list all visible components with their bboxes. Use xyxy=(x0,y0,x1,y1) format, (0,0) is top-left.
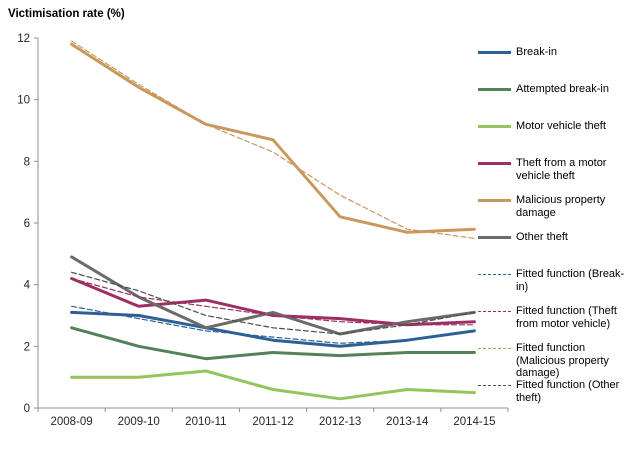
y-tick-label: 4 xyxy=(24,280,31,292)
legend-label-fitted-break-in: Fitted function (Break-in) xyxy=(516,268,625,293)
legend-item-fitted-break-in: Fitted function (Break-in) xyxy=(478,268,632,293)
legend-item-malicious-property-damage: Malicious property damage xyxy=(478,194,632,219)
x-tick-label: 2012-13 xyxy=(319,416,361,428)
line-attempted-break-in xyxy=(70,326,476,361)
legend-item-attempted-break-in: Attempted break-in xyxy=(478,83,632,96)
legend-item-fitted-theft-from-motor-vehicle: Fitted function (Theft from motor vehicl… xyxy=(478,305,632,330)
legend-item-motor-vehicle-theft: Motor vehicle theft xyxy=(478,120,632,133)
legend-item-fitted-other-theft: Fitted function (Other theft) xyxy=(478,379,632,404)
x-tick-label: 2014-15 xyxy=(453,416,495,428)
legend-label-malicious-property-damage: Malicious property damage xyxy=(516,194,606,219)
legend-swatch-attempted-break-in xyxy=(478,88,511,91)
legend-swatch-fitted-malicious-property-damage xyxy=(478,348,511,349)
y-tick-label: 6 xyxy=(24,218,30,230)
legend-label-other-theft: Other theft xyxy=(516,231,568,243)
legend-swatch-fitted-other-theft xyxy=(478,385,511,386)
legend-label-fitted-theft-from-motor-vehicle: Fitted function (Theft from motor vehicl… xyxy=(516,305,617,330)
line-fitted-theft-from-motor-vehicle xyxy=(70,277,475,326)
y-tick-label: 2 xyxy=(24,341,30,353)
legend-swatch-theft-from-motor-vehicle xyxy=(478,162,511,165)
y-tick-label: 0 xyxy=(24,403,30,415)
legend-swatch-fitted-break-in xyxy=(478,274,511,275)
line-motor-vehicle-theft xyxy=(70,369,476,401)
legend-swatch-fitted-theft-from-motor-vehicle xyxy=(478,311,511,312)
legend-swatch-malicious-property-damage xyxy=(478,199,511,202)
legend-item-fitted-malicious-property-damage: Fitted function (Malicious property dama… xyxy=(478,342,632,380)
legend-label-theft-from-motor-vehicle: Theft from a motor vehicle theft xyxy=(516,157,607,182)
legend-label-motor-vehicle-theft: Motor vehicle theft xyxy=(516,120,606,132)
legend-swatch-break-in xyxy=(478,51,511,54)
line-fitted-break-in xyxy=(70,305,475,344)
y-tick-label: 8 xyxy=(24,156,30,168)
x-tick-label: 2013-14 xyxy=(386,416,429,428)
legend-item-other-theft: Other theft xyxy=(478,231,632,244)
line-fitted-malicious-property-damage xyxy=(70,40,475,239)
y-tick-label: 10 xyxy=(17,95,30,107)
line-other-theft xyxy=(70,255,476,336)
x-tick-label: 2008-09 xyxy=(50,416,92,428)
chart-title: Victimisation rate (%) xyxy=(8,8,125,20)
y-tick-label: 12 xyxy=(17,33,30,45)
legend-label-break-in: Break-in xyxy=(516,46,557,58)
legend-label-attempted-break-in: Attempted break-in xyxy=(516,83,609,95)
legend-swatch-other-theft xyxy=(478,236,511,239)
line-theft-from-motor-vehicle xyxy=(70,277,476,327)
x-tick-label: 2010-11 xyxy=(185,416,226,428)
legend-swatch-motor-vehicle-theft xyxy=(478,125,511,128)
x-tick-label: 2011-12 xyxy=(252,416,293,428)
x-tick-label: 2009-10 xyxy=(118,416,160,428)
line-malicious-property-damage xyxy=(70,42,476,234)
legend-label-fitted-other-theft: Fitted function (Other theft) xyxy=(516,379,620,404)
legend-label-fitted-malicious-property-damage: Fitted function (Malicious property dama… xyxy=(516,342,609,379)
line-fitted-other-theft xyxy=(70,271,475,335)
legend-item-theft-from-motor-vehicle: Theft from a motor vehicle theft xyxy=(478,157,632,182)
legend-item-break-in: Break-in xyxy=(478,46,632,59)
